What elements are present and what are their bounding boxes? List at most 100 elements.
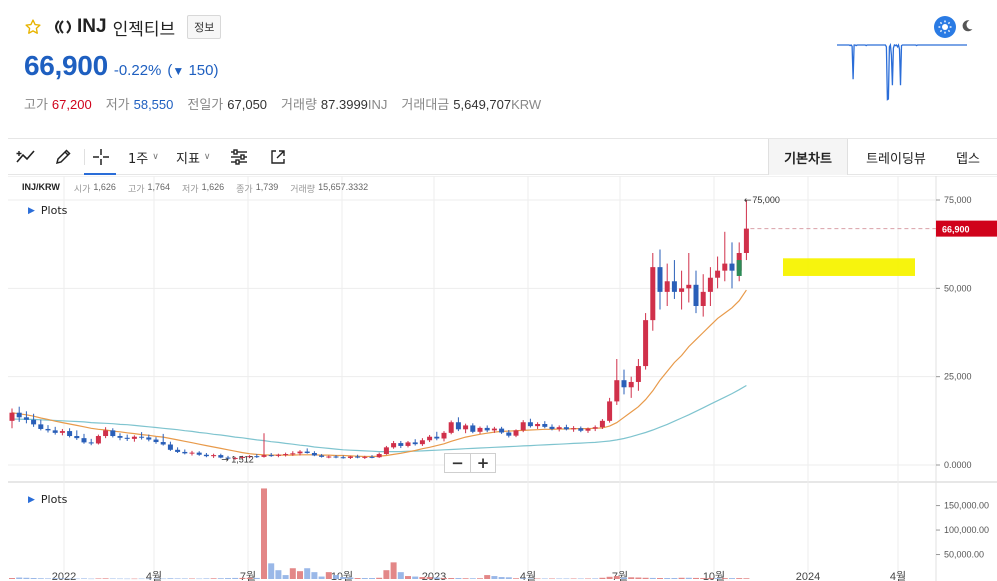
settings-sliders-icon[interactable]	[230, 139, 248, 175]
interval-select[interactable]: 1주 ∨	[128, 139, 159, 175]
stat-unit: INJ	[367, 97, 388, 112]
pencil-icon[interactable]	[54, 139, 72, 175]
stat-item: 전일가 67,050	[187, 94, 267, 113]
candle-body	[470, 425, 476, 432]
volume-bar	[253, 577, 260, 579]
volume-bar	[642, 577, 649, 579]
volume-bar	[325, 572, 332, 579]
volume-bar	[9, 578, 15, 579]
indicator-draw-icon[interactable]	[16, 139, 38, 175]
tab-basic-chart[interactable]: 기본차트	[768, 139, 848, 175]
volume-bar	[153, 578, 159, 580]
tab-tradingview[interactable]: 트레이딩뷰	[866, 151, 926, 167]
candle-body	[95, 436, 101, 444]
candle-body	[74, 436, 80, 439]
candle-body	[340, 457, 346, 459]
info-button[interactable]: 정보	[187, 15, 222, 39]
current-price-label: 66,900	[942, 225, 970, 235]
volume-bar	[131, 578, 138, 580]
chart-area[interactable]: 2022 4월 7월 10월 2023 4월 7월 10월 2024 4월 75,000 50,000…	[8, 176, 997, 581]
volume-bar	[347, 577, 354, 579]
volume-bar	[628, 577, 635, 579]
dark-mode-icon[interactable]	[960, 18, 974, 37]
volume-bar	[397, 572, 404, 579]
candle-body	[679, 288, 685, 292]
x-tick-label: 7월	[612, 570, 628, 581]
candle-body	[196, 452, 202, 455]
candle-body	[326, 456, 332, 458]
candle-body	[333, 456, 339, 458]
stat-value: 5,649,707	[453, 97, 512, 112]
tab-depth[interactable]: 뎁스	[956, 151, 980, 167]
volume-tick-label: 150,000.00	[944, 501, 989, 511]
volume-bar	[124, 578, 131, 580]
volume-bar	[95, 578, 102, 579]
theme-toggle[interactable]	[934, 16, 974, 38]
candle-body	[650, 267, 656, 321]
ohlc-value: 15,657.3332	[318, 182, 369, 192]
volume-bar	[736, 578, 743, 579]
volume-bar	[73, 578, 80, 580]
favorite-star-icon[interactable]	[24, 18, 42, 36]
price-chart[interactable]: 2022 4월 7월 10월 2023 4월 7월 10월 2024 4월 75,000 50,000…	[8, 176, 997, 581]
candle-body	[506, 432, 512, 436]
volume-plots-toggle[interactable]: ▶ Plots	[28, 493, 67, 506]
plots-toggle[interactable]: ▶ Plots	[28, 204, 67, 217]
volume-plots-label: Plots	[40, 493, 68, 506]
volume-bar	[441, 578, 447, 579]
volume-bar	[721, 578, 728, 579]
candle-body	[563, 427, 569, 430]
volume-bar	[577, 578, 584, 580]
candle-body	[23, 417, 29, 420]
volume-bar	[455, 578, 462, 579]
candle-body	[419, 440, 425, 445]
volume-bar	[189, 578, 195, 580]
volume-bar	[729, 578, 735, 579]
change-value: (▼ 150)	[167, 62, 219, 79]
toolbar-divider	[84, 149, 85, 165]
stats-row: 고가 67,200 저가 58,550 전일가 67,050 거래량 87.3999INJ 거래…	[24, 94, 555, 113]
volume-bar	[52, 578, 59, 579]
candle-body	[599, 420, 605, 428]
volume-bar	[693, 577, 699, 579]
candle-body	[686, 284, 692, 289]
candle-body	[117, 436, 123, 438]
candle-body	[657, 267, 663, 292]
zoom-in-button[interactable]: +	[470, 454, 495, 472]
x-tick-label: 10월	[331, 570, 353, 581]
candle-body	[391, 443, 397, 448]
volume-bar	[268, 563, 275, 579]
header: INJ 인젝티브 정보 66,900 -0.22% (▼ 150) 고가 67,2…	[0, 0, 997, 122]
candle-body	[139, 436, 145, 438]
volume-bar	[181, 578, 188, 579]
candle-body	[592, 427, 598, 429]
stat-item: 저가 58,550	[106, 94, 174, 113]
highlight-box	[783, 258, 915, 276]
ohlc-value: 1,626	[201, 182, 225, 192]
volume-bar	[275, 570, 282, 579]
ohlc-label: 고가	[127, 184, 145, 194]
crosshair-icon[interactable]	[92, 139, 110, 175]
volume-bar	[217, 578, 224, 579]
volume-bar	[685, 577, 692, 579]
candle-body	[448, 422, 454, 433]
x-tick-label: 2022	[52, 571, 76, 581]
volume-bar	[613, 576, 620, 579]
candle-body	[607, 401, 613, 421]
volume-bar	[59, 578, 66, 579]
external-link-icon[interactable]	[270, 139, 286, 175]
volume-bar	[448, 578, 455, 579]
ohlc-label: 종가	[236, 184, 253, 194]
volume-bar	[81, 578, 87, 579]
candle-body	[268, 455, 274, 457]
volume-bar	[282, 575, 289, 579]
volume-bar	[426, 577, 433, 579]
candle-body	[297, 451, 303, 454]
stat-label: 고가	[24, 97, 48, 112]
indicator-select[interactable]: 지표 ∨	[176, 139, 211, 175]
volume-bar	[671, 578, 678, 579]
volume-bar	[167, 578, 174, 579]
candle-body	[434, 436, 440, 439]
zoom-out-button[interactable]: −	[451, 454, 464, 472]
light-mode-icon[interactable]	[934, 16, 956, 38]
